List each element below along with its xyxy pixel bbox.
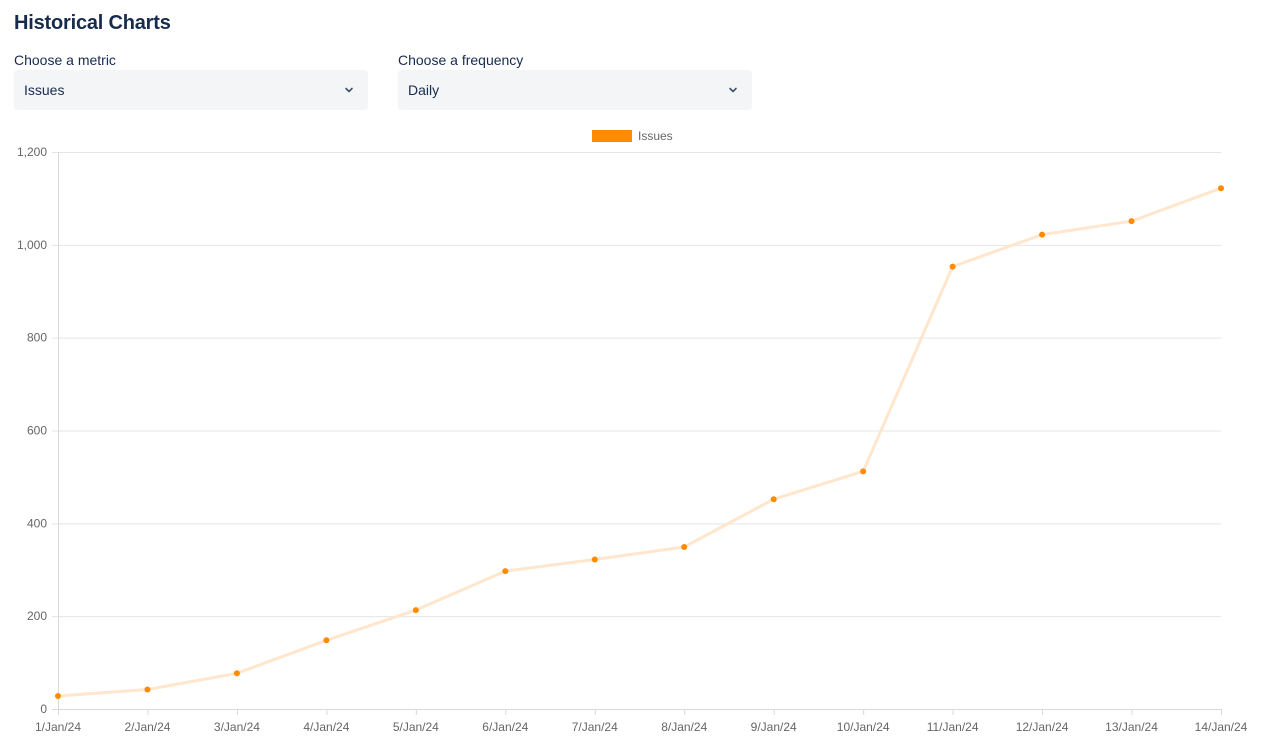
y-tick-label: 400: [27, 516, 47, 530]
frequency-field: Choose a frequency Daily: [398, 50, 752, 110]
y-tick-label: 200: [27, 609, 47, 623]
page-title: Historical Charts: [14, 12, 171, 34]
frequency-select[interactable]: Daily: [398, 70, 752, 110]
data-point: [144, 686, 151, 693]
metric-label: Choose a metric: [14, 52, 116, 68]
x-tick-label: 3/Jan/24: [214, 720, 260, 734]
x-tick-label: 4/Jan/24: [303, 720, 349, 734]
y-tick-label: 1,200: [17, 145, 47, 159]
x-tick-label: 8/Jan/24: [661, 720, 707, 734]
x-tick-label: 5/Jan/24: [393, 720, 439, 734]
data-point: [681, 544, 688, 551]
data-point: [502, 568, 509, 575]
x-tick-label: 10/Jan/24: [837, 720, 890, 734]
chevron-down-icon: [342, 83, 356, 97]
y-tick-label: 800: [27, 331, 47, 345]
x-tick-label: 9/Jan/24: [751, 720, 797, 734]
y-tick-label: 0: [40, 702, 47, 716]
series-line: [57, 186, 1222, 698]
x-tick-label: 12/Jan/24: [1016, 720, 1069, 734]
metric-select[interactable]: Issues: [14, 70, 368, 110]
x-tick-label: 11/Jan/24: [927, 720, 979, 734]
frequency-label: Choose a frequency: [398, 52, 524, 68]
chevron-down-icon: [726, 83, 740, 97]
legend-label: Issues: [638, 129, 673, 143]
data-point: [233, 670, 240, 677]
data-point: [949, 263, 956, 270]
x-tick-label: 14/Jan/24: [1195, 720, 1248, 734]
data-point: [323, 637, 330, 644]
data-point: [55, 693, 61, 700]
data-point: [412, 607, 419, 614]
x-tick-label: 2/Jan/24: [124, 720, 170, 734]
y-tick-label: 600: [27, 424, 47, 438]
x-tick-label: 13/Jan/24: [1105, 720, 1158, 734]
data-point: [860, 468, 867, 475]
y-tick-label: 1,000: [17, 238, 47, 252]
data-point: [1218, 185, 1224, 192]
x-tick-label: 7/Jan/24: [572, 720, 618, 734]
data-point: [770, 496, 777, 503]
frequency-select-value: Daily: [408, 82, 440, 98]
metric-field: Choose a metric Issues: [14, 50, 368, 110]
data-point: [1039, 231, 1046, 238]
x-tick-label: 1/Jan/24: [35, 720, 81, 734]
historical-chart: 0 200 400 600 800 1,000 1,200 1/Jan/24 2/Jan/24 3…: [0, 118, 1284, 751]
data-point: [591, 556, 598, 563]
chart-canvas: 0 200 400 600 800 1,000 1,200 1/Jan/24 2/Jan/24 3…: [17, 129, 1248, 734]
metric-select-value: Issues: [24, 82, 65, 98]
data-point: [1128, 218, 1135, 225]
x-tick-label: 6/Jan/24: [482, 720, 528, 734]
legend-swatch: [592, 130, 632, 142]
